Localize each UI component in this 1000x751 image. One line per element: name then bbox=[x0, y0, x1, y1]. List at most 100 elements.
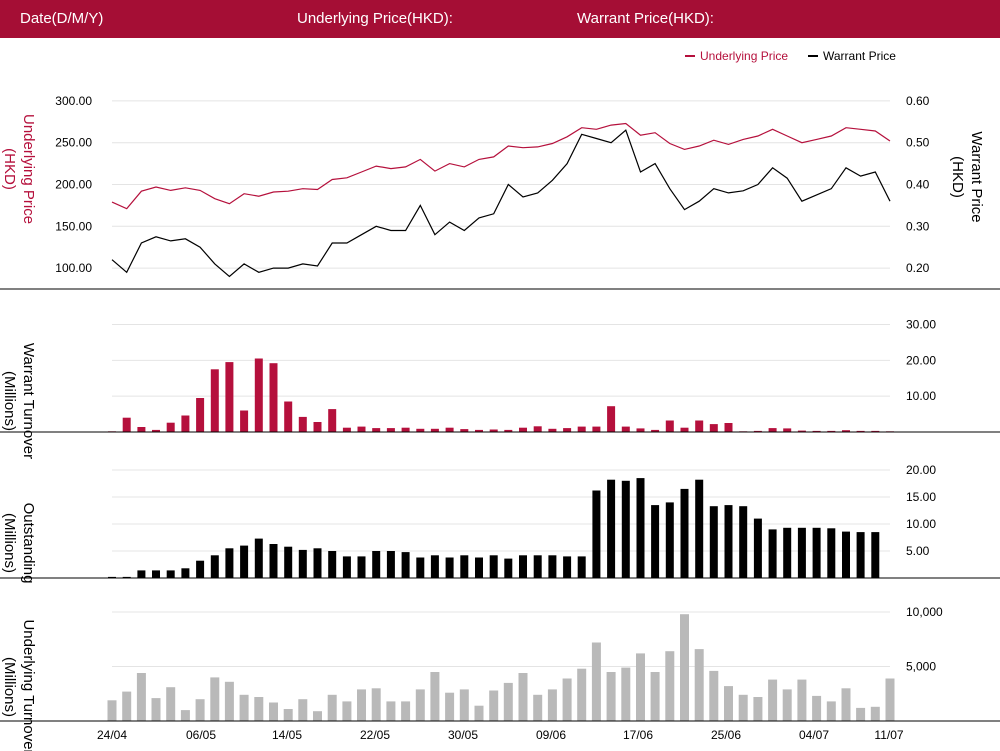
bar bbox=[753, 430, 762, 432]
y-tick-right: 0.30 bbox=[906, 219, 930, 233]
bar bbox=[372, 428, 381, 432]
bar bbox=[724, 423, 733, 432]
y-tick-right: 0.50 bbox=[906, 136, 930, 150]
panel-separators bbox=[0, 288, 1000, 722]
bar bbox=[151, 698, 161, 721]
y-axis-label-line: Underlying Turnover bbox=[20, 619, 37, 751]
x-tick-label: 11/07 bbox=[874, 728, 903, 742]
bar bbox=[797, 430, 806, 432]
bar bbox=[166, 687, 176, 721]
bar bbox=[196, 560, 205, 578]
y-axis-label-right: Warrant Price(HKD) bbox=[949, 131, 985, 222]
y-tick: 20.00 bbox=[906, 353, 936, 367]
bar bbox=[445, 427, 454, 432]
bar bbox=[357, 426, 366, 432]
y-axis-label-line: Warrant Turnover bbox=[20, 343, 37, 459]
bar bbox=[606, 672, 616, 721]
y-axis-label: Warrant Turnover(Millions) bbox=[1, 343, 37, 459]
y-axis-label-right-line: Warrant Price bbox=[968, 131, 985, 222]
bar bbox=[827, 528, 836, 578]
bar bbox=[401, 701, 411, 721]
underlying-price-label: Underlying Price(HKD): bbox=[297, 10, 453, 27]
y-tick-right: 0.40 bbox=[906, 178, 930, 192]
y-axis-label-line: Outstanding bbox=[20, 503, 37, 584]
y-tick: 5.00 bbox=[906, 544, 930, 558]
bar bbox=[562, 678, 572, 721]
bar bbox=[313, 422, 322, 432]
bar bbox=[504, 558, 513, 578]
bar bbox=[826, 701, 836, 721]
y-axis-label: Outstanding(Millions) bbox=[1, 503, 37, 584]
y-tick-right: 0.60 bbox=[906, 94, 930, 108]
bar bbox=[108, 576, 116, 578]
bar bbox=[284, 401, 293, 432]
bar bbox=[680, 427, 689, 432]
bar bbox=[269, 363, 278, 432]
bar bbox=[621, 667, 631, 721]
chart-area: 300.00 250.00 200.00 150.00 100.00 0.60 0.50 0.… bbox=[0, 49, 1000, 751]
y-tick: 30.00 bbox=[906, 318, 936, 332]
bar bbox=[797, 679, 807, 721]
bar bbox=[651, 429, 660, 432]
bar bbox=[137, 570, 146, 578]
bar bbox=[152, 570, 160, 578]
bar bbox=[812, 695, 822, 721]
bar bbox=[254, 538, 263, 578]
x-tick-label: 17/06 bbox=[623, 728, 653, 742]
bar bbox=[166, 570, 175, 578]
bar bbox=[475, 429, 483, 432]
bar bbox=[768, 529, 777, 578]
bar bbox=[636, 653, 645, 721]
y-axis-label-line: (Millions) bbox=[1, 657, 18, 717]
bar bbox=[210, 677, 220, 721]
bar bbox=[328, 409, 337, 432]
bar bbox=[196, 398, 205, 432]
bar bbox=[533, 694, 543, 721]
bar bbox=[195, 699, 205, 721]
bar bbox=[665, 502, 674, 578]
bar bbox=[298, 549, 307, 578]
y-tick-left: 250.00 bbox=[55, 136, 92, 150]
bar bbox=[547, 689, 557, 721]
y-tick: 5,000 bbox=[906, 660, 936, 674]
bar bbox=[503, 682, 513, 721]
y-tick: 10,000 bbox=[906, 605, 943, 619]
bar bbox=[812, 527, 821, 578]
bar bbox=[254, 358, 263, 432]
bar bbox=[328, 551, 337, 578]
bar bbox=[518, 673, 528, 721]
bar bbox=[180, 710, 190, 721]
bar bbox=[122, 417, 131, 432]
bar bbox=[738, 694, 748, 721]
bar bbox=[489, 690, 499, 721]
bar bbox=[210, 555, 219, 578]
x-tick-label: 09/06 bbox=[536, 728, 566, 742]
bar bbox=[519, 555, 527, 578]
bar bbox=[357, 689, 366, 721]
bar bbox=[416, 428, 425, 432]
bar bbox=[842, 531, 850, 578]
y-axis-label: Underlying Turnover(Millions) bbox=[1, 619, 37, 751]
bar bbox=[386, 551, 395, 578]
bar bbox=[460, 429, 469, 432]
bar bbox=[651, 505, 660, 578]
bar bbox=[107, 700, 117, 721]
bar bbox=[695, 420, 704, 432]
bar bbox=[695, 479, 704, 578]
bar bbox=[885, 678, 895, 721]
x-tick-label: 24/04 bbox=[97, 728, 127, 742]
y-axis-label-line: (Millions) bbox=[1, 513, 18, 573]
bar bbox=[166, 422, 175, 432]
bar bbox=[386, 701, 396, 721]
underlying-price-line bbox=[111, 122, 891, 210]
bar bbox=[563, 428, 572, 432]
outstanding-panel: 20.00 15.00 10.00 5.00 Outstanding(Millions) bbox=[1, 463, 936, 583]
bar bbox=[548, 428, 557, 432]
bar bbox=[812, 430, 821, 432]
bar bbox=[842, 430, 850, 432]
bar bbox=[401, 427, 410, 432]
bar bbox=[871, 430, 880, 432]
bar bbox=[283, 709, 293, 721]
bar bbox=[563, 556, 572, 578]
bar bbox=[797, 527, 806, 578]
